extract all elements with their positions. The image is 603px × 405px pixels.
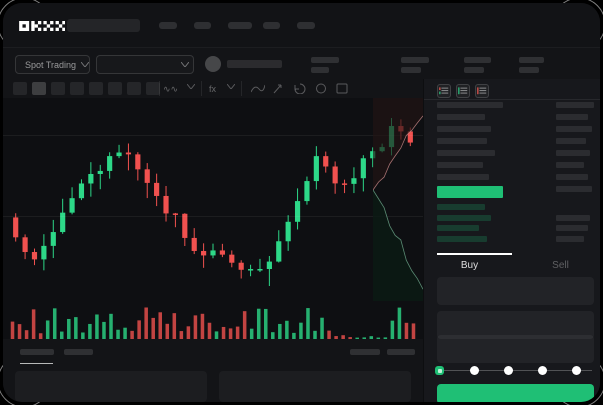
- svg-text:∿∿: ∿∿: [163, 84, 178, 94]
- svg-text:fx: fx: [209, 84, 217, 94]
